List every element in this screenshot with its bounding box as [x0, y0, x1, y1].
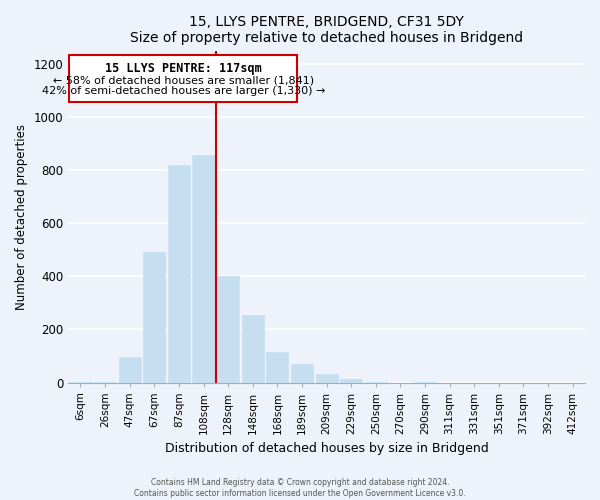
Bar — [119, 358, 141, 382]
Bar — [340, 379, 362, 382]
Title: 15, LLYS PENTRE, BRIDGEND, CF31 5DY
Size of property relative to detached houses: 15, LLYS PENTRE, BRIDGEND, CF31 5DY Size… — [130, 15, 523, 45]
Text: Contains HM Land Registry data © Crown copyright and database right 2024.
Contai: Contains HM Land Registry data © Crown c… — [134, 478, 466, 498]
Text: 15 LLYS PENTRE: 117sqm: 15 LLYS PENTRE: 117sqm — [105, 62, 262, 75]
Bar — [266, 352, 289, 382]
Text: 42% of semi-detached houses are larger (1,330) →: 42% of semi-detached houses are larger (… — [41, 86, 325, 96]
Bar — [168, 164, 190, 382]
X-axis label: Distribution of detached houses by size in Bridgend: Distribution of detached houses by size … — [165, 442, 488, 455]
Bar — [217, 276, 239, 382]
Y-axis label: Number of detached properties: Number of detached properties — [15, 124, 28, 310]
Bar — [193, 156, 215, 382]
Bar — [316, 374, 338, 382]
Bar — [242, 315, 264, 382]
Bar — [291, 364, 313, 382]
Text: ← 58% of detached houses are smaller (1,841): ← 58% of detached houses are smaller (1,… — [53, 75, 314, 85]
Bar — [143, 252, 166, 382]
FancyBboxPatch shape — [70, 54, 297, 102]
